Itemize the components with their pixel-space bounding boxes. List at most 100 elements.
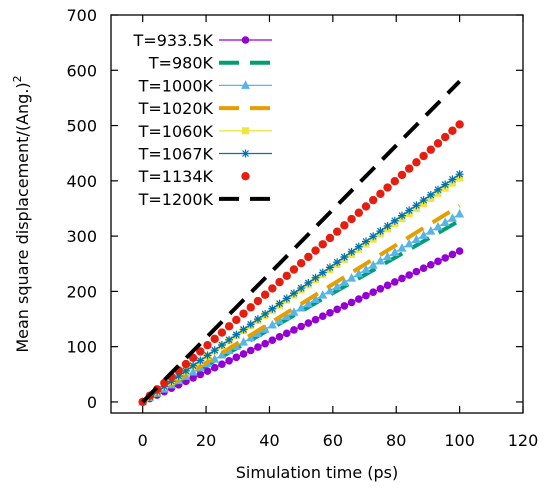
x-tick-label: 60 [323, 431, 343, 450]
data-point [369, 232, 378, 241]
data-point [174, 372, 183, 381]
data-point [383, 183, 392, 192]
data-point [254, 343, 262, 351]
y-axis-label-text: Mean square displacement/(Ang.) [13, 82, 32, 352]
data-point [239, 309, 248, 318]
data-point [325, 263, 334, 272]
data-point [333, 258, 342, 267]
data-point [361, 237, 370, 246]
data-point [412, 158, 421, 167]
data-point [189, 361, 198, 370]
data-point [419, 230, 429, 239]
data-point [217, 328, 227, 337]
data-point [289, 289, 298, 298]
data-point [268, 284, 277, 293]
data-point [196, 356, 205, 365]
data-point [268, 304, 277, 313]
data-point [397, 243, 407, 252]
y-axis-label-superscript: 2 [11, 75, 24, 82]
data-point [167, 377, 176, 386]
data-point [405, 271, 413, 279]
data-point [218, 360, 226, 369]
legend-item: T=1134K [138, 167, 250, 186]
series-T=1000K [138, 209, 465, 406]
series-T=1020K [141, 204, 461, 404]
data-point [362, 291, 370, 300]
x-tick-label: 20 [196, 431, 216, 450]
plot-frame [110, 14, 524, 414]
data-point [347, 214, 356, 224]
data-point [181, 366, 190, 375]
y-tick-label: 500 [66, 117, 97, 136]
data-point [397, 170, 407, 180]
data-point [267, 320, 277, 329]
data-point [225, 335, 234, 344]
data-point [275, 277, 284, 287]
legend-label: T=1134K [138, 167, 214, 186]
data-point [304, 319, 313, 327]
plot-area [138, 79, 465, 407]
data-point [210, 346, 219, 355]
data-point [232, 330, 241, 339]
data-point [275, 315, 285, 325]
data-point [318, 290, 328, 299]
data-point [332, 281, 342, 291]
legend-label: T=1067K [138, 145, 214, 164]
data-point [289, 307, 299, 316]
legend-item: T=1000K [138, 76, 272, 95]
data-point [282, 329, 291, 338]
data-point [325, 285, 335, 295]
data-point [275, 299, 284, 308]
data-point [404, 238, 414, 248]
series-line [141, 204, 461, 404]
legend-marker [241, 80, 250, 89]
data-point [383, 251, 393, 261]
data-point [160, 378, 169, 388]
legend-marker [242, 127, 249, 135]
data-point [246, 320, 255, 329]
legend-marker [241, 172, 250, 181]
data-point [325, 233, 335, 243]
data-point [455, 170, 464, 179]
data-point [340, 302, 349, 310]
data-point [232, 315, 241, 325]
data-point [253, 296, 263, 306]
data-point [455, 120, 464, 129]
data-point [260, 324, 270, 333]
data-point [296, 302, 306, 312]
data-point [260, 290, 270, 299]
data-point [383, 221, 392, 230]
legend-label: T=1020K [138, 99, 214, 118]
data-point [318, 268, 327, 277]
data-point [390, 216, 399, 225]
data-point [340, 221, 349, 230]
data-point [448, 126, 457, 135]
data-point [347, 247, 356, 256]
axis-ticks: 0 20 40 60 80 100 120 0 100 200 300 400 500 600 700 [66, 6, 538, 450]
data-point [261, 309, 270, 318]
series-T=1134K [138, 120, 464, 407]
data-point [311, 294, 321, 303]
data-point [426, 226, 436, 235]
data-point [297, 284, 306, 293]
data-point [448, 250, 457, 259]
x-tick-label: 80 [386, 431, 406, 450]
data-point [426, 145, 436, 154]
data-point [440, 217, 450, 227]
y-tick-label: 0 [87, 393, 97, 412]
data-point [203, 351, 212, 360]
data-point [311, 246, 320, 255]
data-point [404, 164, 414, 173]
data-point [397, 211, 406, 220]
legend-item: T=1060K [138, 122, 272, 141]
legend-item: T=1067K [138, 145, 272, 164]
data-point [225, 356, 233, 365]
data-point [390, 177, 399, 186]
data-point [375, 255, 385, 265]
x-tick-label: 100 [444, 431, 475, 450]
data-point [282, 271, 291, 281]
data-point [376, 284, 385, 293]
data-point [297, 322, 305, 331]
data-point [434, 185, 443, 194]
data-point [361, 202, 371, 211]
